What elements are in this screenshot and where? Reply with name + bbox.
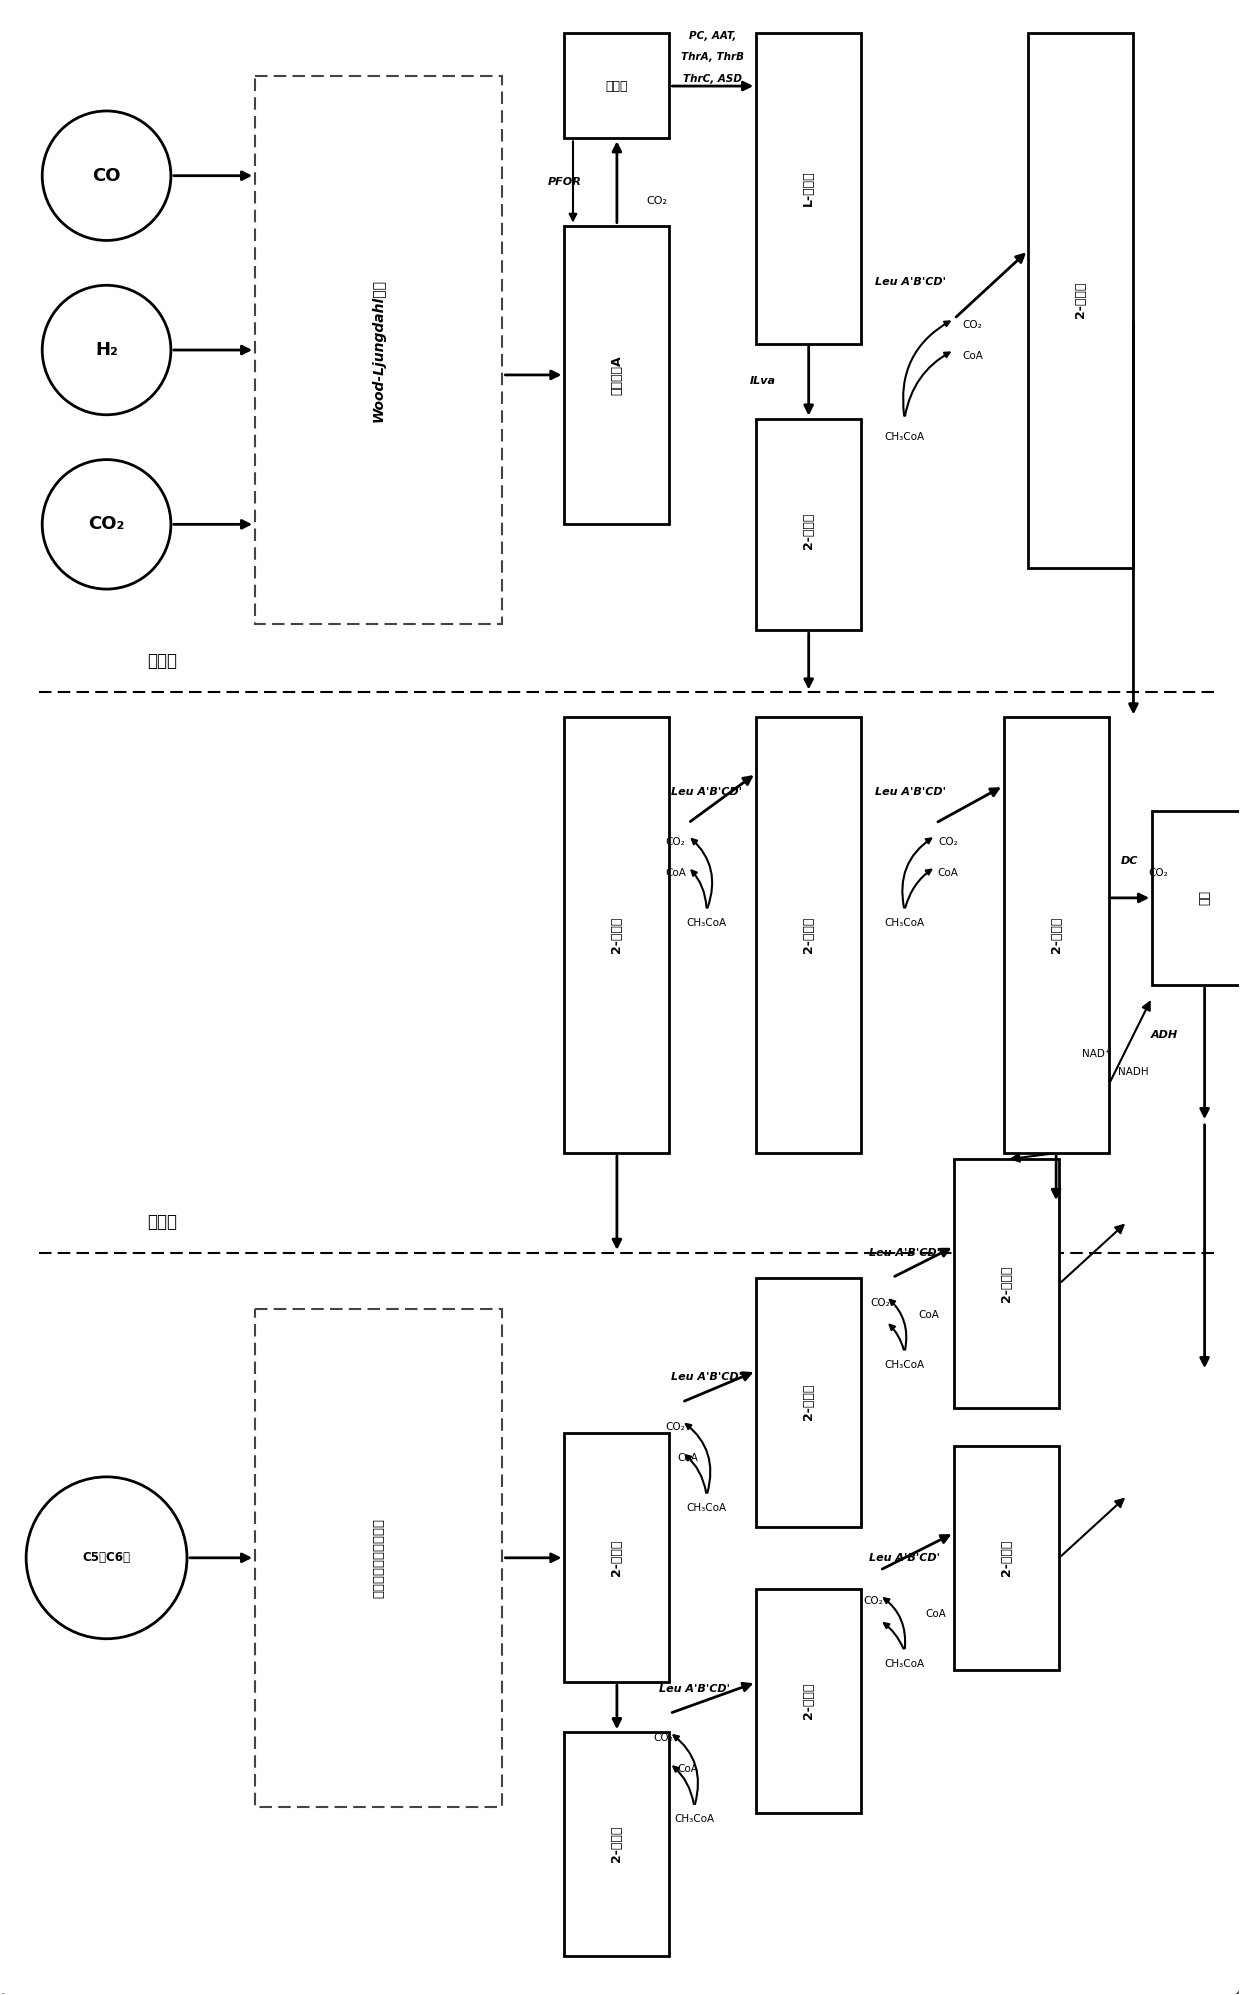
- Bar: [954, 1159, 1059, 1408]
- Text: 2-酮己酸: 2-酮己酸: [802, 918, 815, 954]
- Text: 2-酮辛酸: 2-酮辛酸: [1049, 918, 1063, 954]
- Text: Leu A'B'CD': Leu A'B'CD': [671, 1373, 742, 1383]
- Text: Wood-Ljungdahl途径: Wood-Ljungdahl途径: [372, 279, 386, 421]
- Text: Leu A'B'CD': Leu A'B'CD': [869, 1552, 940, 1562]
- Text: C5或C6糖: C5或C6糖: [83, 1552, 130, 1564]
- Text: CoA: CoA: [925, 1608, 946, 1618]
- Bar: [255, 1309, 502, 1807]
- Bar: [564, 1732, 670, 1957]
- Circle shape: [42, 285, 171, 415]
- Text: Leu A'B'CD': Leu A'B'CD': [658, 1684, 729, 1694]
- Text: CO₂: CO₂: [666, 1422, 686, 1432]
- Text: 2-酮戊酸: 2-酮戊酸: [610, 918, 624, 954]
- Text: 细胞膜: 细胞膜: [148, 652, 177, 670]
- Text: CoA: CoA: [677, 1764, 698, 1774]
- Bar: [756, 1588, 862, 1813]
- Text: CH₃CoA: CH₃CoA: [687, 1502, 727, 1512]
- Bar: [564, 225, 670, 525]
- Text: ADH: ADH: [1151, 1029, 1178, 1039]
- Bar: [1152, 810, 1240, 986]
- Text: 2-酮丙酸: 2-酮丙酸: [610, 1825, 624, 1863]
- Text: CH₃CoA: CH₃CoA: [884, 1361, 925, 1371]
- Bar: [564, 32, 670, 138]
- Bar: [756, 718, 862, 1153]
- Text: CoA: CoA: [937, 868, 959, 878]
- Text: 戊醛: 戊醛: [1198, 890, 1211, 906]
- Text: 2-酮王酸: 2-酮王酸: [610, 1540, 624, 1576]
- Text: 2-酮庚酸: 2-酮庚酸: [802, 1385, 815, 1420]
- Text: CoA: CoA: [919, 1311, 940, 1321]
- Text: CH₃CoA: CH₃CoA: [884, 918, 925, 928]
- Text: 细胞膜: 细胞膜: [148, 1213, 177, 1231]
- Bar: [756, 1277, 862, 1526]
- Circle shape: [42, 459, 171, 589]
- Text: 丙酮酸: 丙酮酸: [605, 80, 629, 92]
- Text: CO₂: CO₂: [88, 515, 125, 533]
- Text: Leu A'B'CD': Leu A'B'CD': [875, 277, 946, 287]
- Text: CO₂: CO₂: [653, 1734, 673, 1744]
- Text: NAD⁺: NAD⁺: [1083, 1049, 1111, 1059]
- Bar: [756, 419, 862, 630]
- Circle shape: [26, 1476, 187, 1638]
- Text: CO₂: CO₂: [937, 836, 957, 846]
- Text: 乙酰辅酶A: 乙酰辅酶A: [610, 355, 624, 395]
- Text: CH₃CoA: CH₃CoA: [687, 918, 727, 928]
- Text: PFOR: PFOR: [547, 178, 582, 188]
- Text: CH₃CoA: CH₃CoA: [884, 433, 925, 443]
- Text: ILva: ILva: [749, 377, 775, 387]
- Text: CO₂: CO₂: [646, 196, 667, 205]
- Text: Leu A'B'CD': Leu A'B'CD': [671, 788, 742, 798]
- Bar: [756, 32, 862, 343]
- Text: CH₃CoA: CH₃CoA: [884, 1658, 925, 1668]
- Bar: [564, 718, 670, 1153]
- Text: DC: DC: [1121, 856, 1138, 866]
- Text: CH₃CoA: CH₃CoA: [675, 1813, 714, 1823]
- Text: PC, AAT,: PC, AAT,: [689, 32, 737, 42]
- Text: H₂: H₂: [95, 341, 118, 359]
- Text: Leu A'B'CD': Leu A'B'CD': [875, 788, 946, 798]
- Bar: [1028, 32, 1133, 569]
- Bar: [954, 1446, 1059, 1670]
- Text: 2-酮丁酸: 2-酮丁酸: [802, 1684, 815, 1720]
- Bar: [1003, 718, 1109, 1153]
- Circle shape: [42, 112, 171, 241]
- Bar: [255, 76, 502, 624]
- Text: CO₂: CO₂: [870, 1297, 889, 1307]
- Text: CO₂: CO₂: [962, 319, 982, 329]
- Text: CoA: CoA: [677, 1452, 698, 1462]
- Text: CO₂: CO₂: [666, 836, 686, 846]
- Text: Leu A'B'CD': Leu A'B'CD': [869, 1247, 940, 1257]
- Bar: [564, 1432, 670, 1682]
- Text: ThrA, ThrB: ThrA, ThrB: [681, 52, 744, 62]
- Text: ThrC, ASD: ThrC, ASD: [683, 74, 743, 84]
- Text: 2-酮戊酸: 2-酮戊酸: [1001, 1540, 1013, 1576]
- Text: 糖酵解或戊糖磷酸途径: 糖酵解或戊糖磷酸途径: [372, 1518, 386, 1598]
- Text: NADH: NADH: [1118, 1067, 1148, 1077]
- Text: 2-酮丁酸: 2-酮丁酸: [802, 513, 815, 549]
- Text: 2-酮庚酸: 2-酮庚酸: [1074, 281, 1087, 319]
- Text: CO: CO: [92, 168, 120, 186]
- Text: CoA: CoA: [665, 868, 686, 878]
- Text: 2-酮丙酸: 2-酮丙酸: [1001, 1265, 1013, 1303]
- Text: CO₂: CO₂: [1148, 868, 1168, 878]
- Text: CoA: CoA: [962, 351, 983, 361]
- Text: L-苏氨酸: L-苏氨酸: [802, 170, 815, 205]
- Text: CO₂: CO₂: [864, 1596, 884, 1606]
